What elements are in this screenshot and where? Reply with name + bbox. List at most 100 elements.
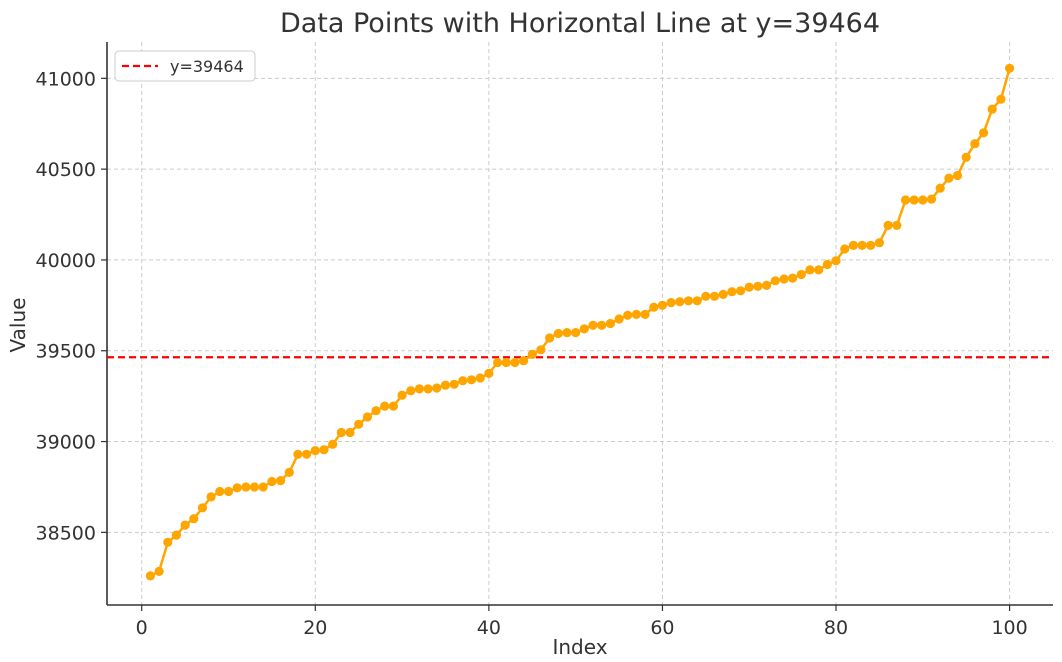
y-tick-label: 38500 (36, 522, 96, 544)
data-point (631, 309, 642, 319)
data-point (597, 320, 607, 330)
data-point (979, 128, 989, 138)
data-point (692, 296, 702, 306)
legend-box (114, 50, 256, 82)
x-axis-label: Index (552, 635, 607, 659)
data-point (180, 520, 190, 530)
data-point (466, 375, 477, 385)
data-point (362, 412, 372, 422)
data-point (579, 324, 589, 334)
data-point (1005, 63, 1015, 73)
data-point (701, 291, 711, 301)
series-line (149, 67, 1011, 578)
data-point (562, 328, 572, 338)
data-point (267, 476, 277, 487)
data-point (519, 356, 529, 366)
data-point (510, 357, 520, 368)
data-point (163, 537, 173, 547)
data-point (189, 514, 199, 524)
data-point (249, 482, 260, 492)
data-point (718, 289, 728, 299)
data-point (831, 256, 841, 266)
data-point (571, 328, 581, 338)
data-point (952, 170, 963, 181)
data-point (545, 333, 555, 343)
data-point (423, 384, 433, 394)
data-point (683, 296, 694, 306)
data-point (588, 320, 598, 330)
data-point (319, 445, 329, 455)
data-point (406, 386, 416, 396)
data-point (848, 240, 859, 250)
data-point (779, 274, 789, 284)
data-point (154, 566, 164, 577)
data-point (171, 530, 181, 540)
data-point (258, 482, 268, 492)
x-tick-label: 40 (477, 617, 501, 639)
data-point (614, 314, 624, 324)
data-point (241, 482, 251, 492)
data-point (762, 280, 772, 290)
data-point (770, 276, 780, 286)
data-point (354, 419, 364, 429)
x-tick-label: 60 (650, 617, 674, 639)
chart-title: Data Points with Horizontal Line at y=39… (280, 8, 880, 39)
data-point (527, 349, 537, 359)
data-point (961, 152, 971, 162)
data-point (944, 173, 954, 183)
tick-labels: 0 20 40 60 80 100 38500 39000 39500 40000 40500 410… (36, 68, 1028, 639)
data-point (788, 273, 798, 283)
data-point (926, 194, 937, 204)
data-point (822, 259, 832, 270)
data-point (223, 486, 234, 497)
data-point (805, 265, 815, 275)
y-tick-label: 40500 (36, 159, 96, 181)
x-tick-label: 20 (303, 617, 327, 639)
data-point (232, 483, 242, 493)
data-point (753, 281, 763, 291)
x-tick-label: 100 (991, 617, 1027, 639)
data-point (657, 300, 668, 310)
data-point (814, 265, 824, 275)
data-series (145, 63, 1015, 581)
data-point (996, 94, 1006, 104)
data-point (675, 297, 685, 307)
data-point (475, 373, 485, 383)
data-point (935, 183, 945, 193)
data-point (727, 287, 737, 297)
data-point (640, 309, 650, 319)
y-axis-label: Value (6, 298, 30, 353)
data-point (874, 238, 885, 248)
legend: y=39464 (114, 50, 256, 82)
axes (101, 42, 1053, 611)
y-tick-label: 39000 (36, 432, 96, 454)
data-point (493, 357, 503, 368)
data-point (276, 476, 286, 486)
data-point (440, 380, 451, 390)
data-point (709, 291, 720, 301)
data-point (744, 282, 754, 292)
data-point (892, 220, 902, 230)
data-point (284, 467, 294, 477)
y-tick-label: 40000 (36, 250, 96, 272)
data-point (909, 195, 919, 205)
data-point (215, 486, 225, 497)
data-point (458, 376, 468, 386)
data-point (197, 503, 208, 513)
data-point (796, 269, 806, 280)
data-point (553, 328, 563, 339)
data-point (336, 427, 346, 438)
data-point (310, 446, 320, 456)
data-point (649, 302, 659, 312)
x-tick-label: 80 (824, 617, 848, 639)
x-tick-label: 0 (136, 617, 148, 639)
data-point (918, 195, 928, 205)
data-point (883, 220, 893, 230)
data-point (970, 139, 980, 149)
legend-label: y=39464 (170, 57, 244, 76)
data-point (736, 286, 746, 296)
data-point (484, 368, 494, 378)
data-point (449, 379, 459, 389)
data-point (432, 383, 442, 393)
